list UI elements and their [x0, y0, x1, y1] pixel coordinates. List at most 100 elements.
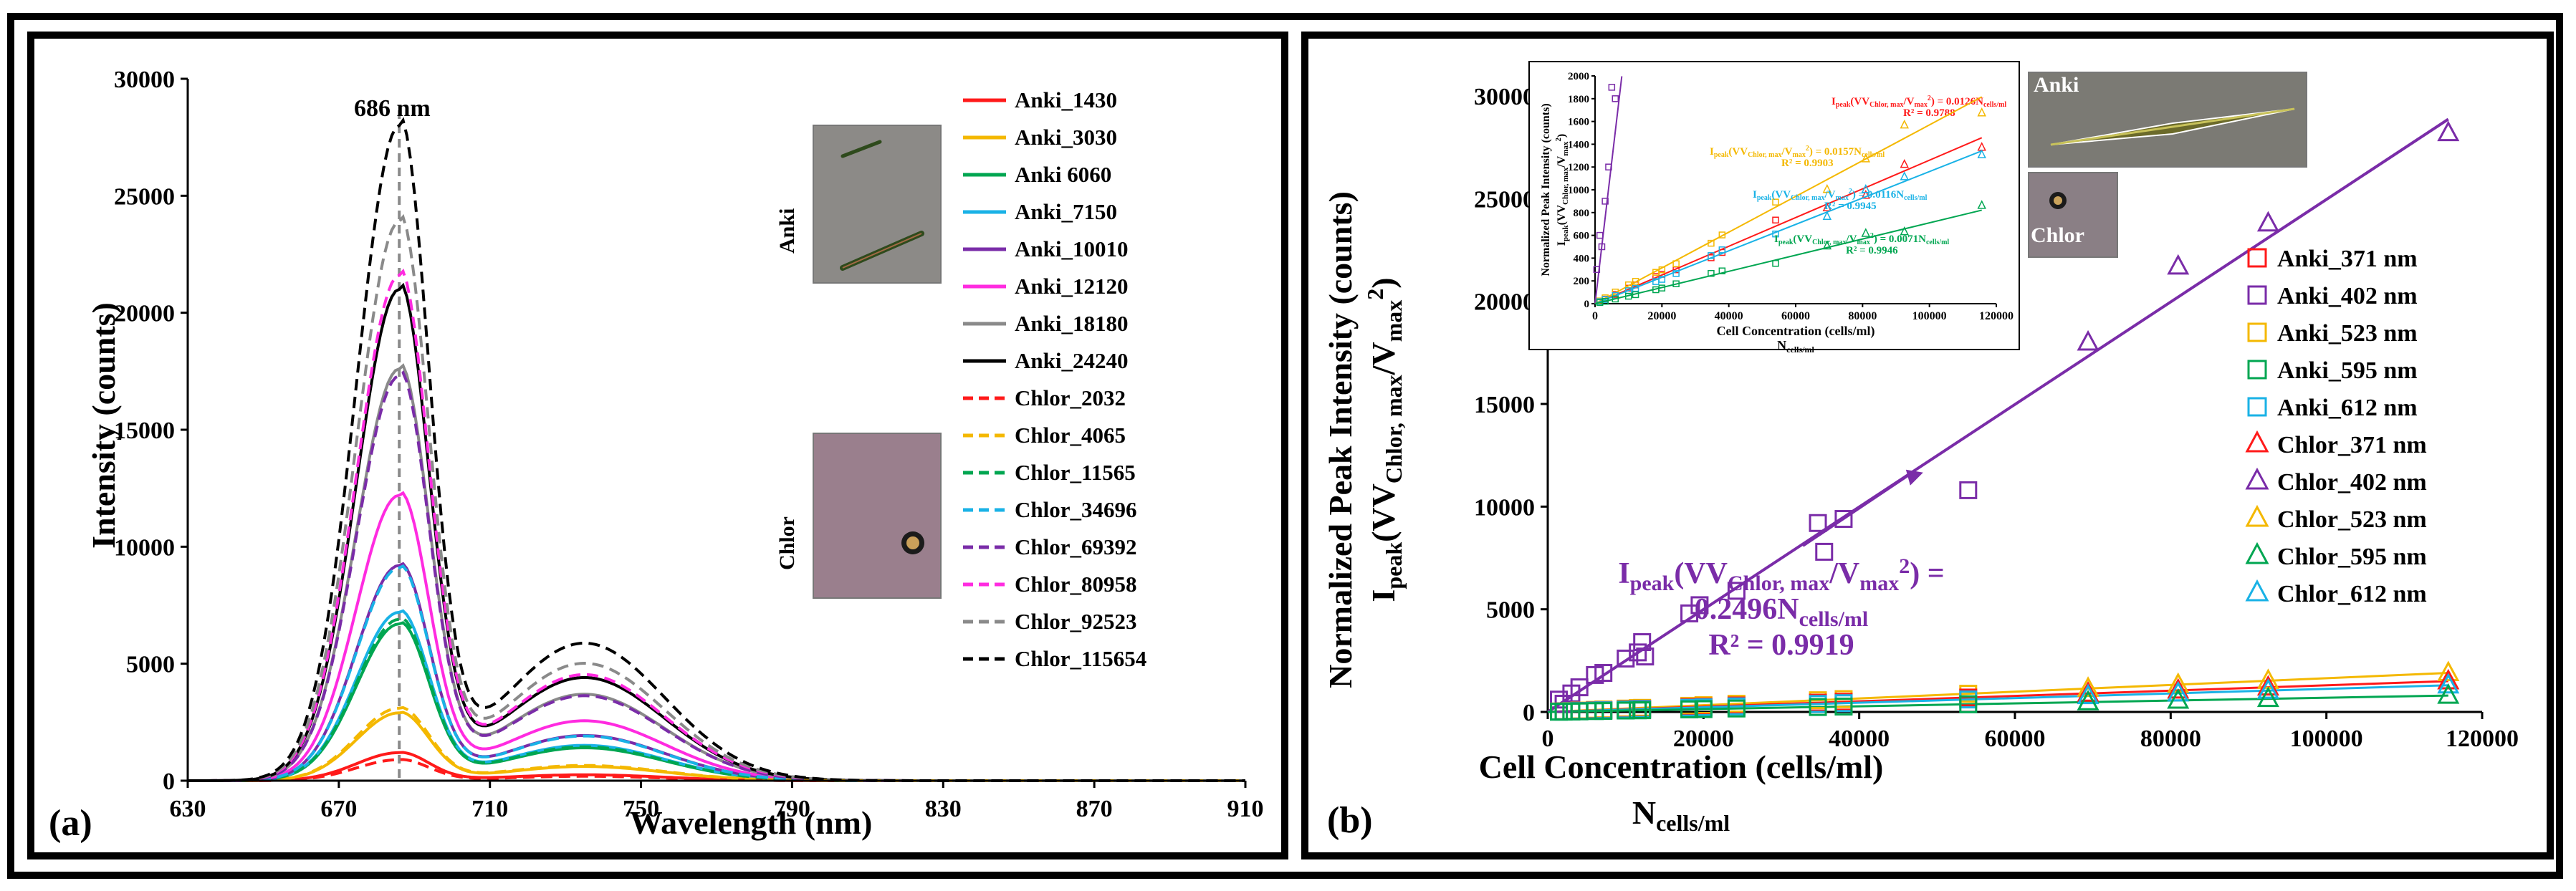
data-point-triangle [2077, 681, 2099, 702]
inset-x-tick-label: 80000 [1848, 310, 1877, 322]
panel-a-xlabel: Wavelength (nm) [630, 804, 873, 841]
inset-y-tick-label: 200 [1574, 276, 1590, 287]
inset-ylabel: Normalized Peak Intensity (counts) [1540, 103, 1552, 276]
inset-fit-label-part: peak [1778, 239, 1794, 246]
inset-point [1822, 240, 1832, 250]
x-tick-label: 60000 [1985, 726, 2046, 752]
data-point-square [1834, 697, 1853, 716]
inset-point [1718, 267, 1726, 274]
inset-fit-label-part: max [1836, 194, 1849, 202]
data-point-square [1594, 664, 1613, 683]
inset-point [1672, 280, 1680, 287]
inset-point [1900, 119, 1909, 129]
data-point-triangle [2437, 668, 2460, 690]
data-point-square [1594, 702, 1613, 721]
inset-point-402 [1601, 198, 1609, 205]
data-point-triangle [2256, 678, 2279, 699]
fit-line2: 0.2496Ncells/ml [1695, 593, 1868, 631]
inset-point [1672, 260, 1680, 267]
y-tick-label: 20000 [1474, 289, 1535, 316]
y-tick-label: 0 [163, 769, 175, 795]
inset-point [1977, 149, 1986, 158]
y-tick-label: 5000 [1486, 597, 1535, 624]
inset-point [1861, 153, 1871, 163]
chlor-photo-label: Chlor [775, 516, 799, 570]
inset-point [1822, 211, 1832, 220]
data-point-triangle [2437, 673, 2460, 694]
inset-fit-label-part: I [1753, 189, 1757, 201]
data-point-triangle [2256, 211, 2279, 232]
inset-fit-label-part: /V [1824, 189, 1836, 201]
inset-point [1772, 198, 1779, 206]
fit-vv: (VV [1674, 557, 1728, 590]
inset-fit-label-part: (VV [1850, 96, 1869, 107]
inset-fit-label-part: 2 [1849, 188, 1852, 196]
inset-y-tick-label: 400 [1574, 253, 1590, 264]
inset-fit-r2: R² = 0.9788 [1903, 107, 1955, 119]
data-point-square [1633, 701, 1652, 720]
data-point-triangle [2167, 680, 2190, 702]
inset-point [1658, 276, 1666, 283]
inset-point-402 [1612, 95, 1619, 102]
inset-point [1977, 200, 1986, 209]
y-tick-label: 25000 [1474, 186, 1535, 213]
inset-fit-label-part: peak [1714, 151, 1729, 159]
legend-marker [2245, 541, 2269, 564]
y-tick-label: 25000 [114, 183, 175, 210]
inset-ylabel-part: max [1561, 141, 1570, 156]
x-tick-label: 710 [471, 796, 508, 822]
inset-point [1822, 202, 1832, 211]
legend-label: Anki_18180 [1015, 311, 1128, 336]
panel-a-chart: 630 670 710 750 790 830 870 910 0 5000 10000 15000 2… [49, 67, 1264, 844]
data-point-square [1694, 700, 1713, 718]
inset-point [1708, 252, 1715, 259]
legend-label: Chlor_92523 [1015, 609, 1137, 634]
data-point-square [1959, 481, 1978, 499]
panel-a-ylabel: Intensity (counts) [85, 302, 122, 549]
inset-point-402 [1608, 84, 1616, 91]
inset-point [1612, 295, 1619, 303]
fit-chlormax: Chlor, max [1728, 572, 1829, 595]
x-tick-label: 40000 [1829, 726, 1890, 752]
inset-ylabel-part: 2 [1554, 138, 1563, 142]
x-tick-label: 750 [623, 796, 659, 822]
inset-point [1772, 259, 1779, 267]
inset-y-tick-label: 1600 [1568, 117, 1589, 128]
inset-fit-label-part: ) = 0.0126N [1931, 96, 1983, 107]
legend-marker [2247, 360, 2267, 380]
inset-ylabel-part: Chlor, max [1561, 167, 1570, 205]
inset-x-tick-label: 120000 [1979, 310, 2014, 322]
data-point-triangle [2256, 675, 2279, 696]
peak-annotation: 686 nm [354, 95, 431, 122]
inset-fit-r2: R² = 0.9903 [1781, 158, 1834, 169]
inset-fit-label-part: I [1832, 96, 1836, 107]
inset-y-tick-label: 1000 [1568, 185, 1589, 196]
inset-fit-label-part: /V [1846, 233, 1857, 245]
x-tick-label: 630 [170, 796, 206, 822]
data-point-triangle [2437, 683, 2460, 704]
ylabel-peak: peak [1381, 542, 1407, 589]
inset-x-tick-label: 20000 [1647, 310, 1676, 322]
x-tick-label: 120000 [2446, 726, 2519, 752]
data-point-square [1570, 678, 1589, 697]
inset-ylabel-formula: Ipeak(VVChlor, max/Vmax2) [1554, 134, 1570, 246]
anki-photo-label: Anki [775, 208, 799, 254]
ylabel-max: max [1381, 300, 1407, 342]
inset-point-402 [1596, 231, 1604, 239]
legend-marker [2247, 285, 2267, 305]
inset-fit-label-part: ) = 0.0157N [1809, 146, 1862, 158]
inset-point-402 [1605, 163, 1612, 170]
inset-fit-label-part: Chlor, max [1812, 239, 1846, 246]
inset-fit-r2: R² = 0.9946 [1846, 245, 1898, 256]
legend-label: Chlor_371 nm [2277, 432, 2427, 458]
data-point-triangle [2077, 676, 2099, 697]
inset-xlabel-sub: Ncells/ml [1777, 338, 1814, 355]
data-point-square [1680, 700, 1699, 718]
chlor-photo [813, 433, 942, 599]
inset-xsub-cells: cells/ml [1786, 345, 1814, 355]
inset-point [1977, 107, 1986, 117]
legend-label: Chlor_2032 [1015, 385, 1126, 410]
inset-point [1708, 269, 1715, 277]
xsub-cells: cells/ml [1656, 810, 1730, 836]
inset-point [1900, 226, 1909, 236]
